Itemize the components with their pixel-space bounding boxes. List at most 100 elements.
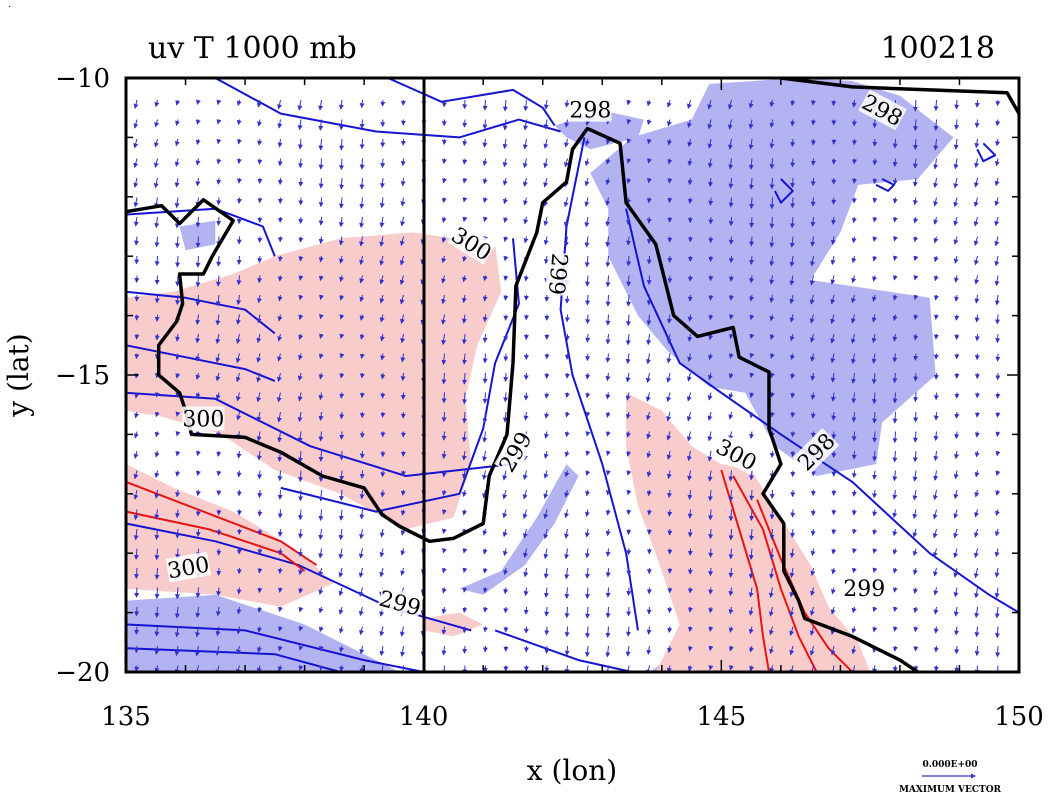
wind-vector [522, 138, 528, 150]
y-tick-label-2: −20 [55, 658, 110, 688]
contour-line-8 [126, 647, 341, 672]
wind-vector [831, 216, 837, 225]
x-tick-label-145: 145 [697, 702, 747, 732]
contour-line-17 [126, 510, 306, 572]
wind-vector [749, 333, 755, 340]
contour-line-9 [280, 238, 520, 513]
wind-vector [154, 548, 160, 561]
wind-vector [318, 177, 324, 189]
wind-vector [646, 626, 652, 635]
wind-vector [666, 119, 672, 127]
wind-vector [318, 119, 324, 131]
wind-vector [522, 489, 528, 500]
wind-vector [687, 119, 692, 129]
wind-vector [708, 606, 714, 614]
wind-vector [584, 197, 590, 207]
wind-vector [441, 255, 447, 264]
wind-vector [564, 119, 570, 128]
wind-vector [851, 509, 857, 516]
wind-vector [503, 567, 509, 576]
wind-vector [216, 470, 222, 477]
wind-vector [933, 138, 939, 151]
wind-vector [667, 509, 673, 517]
wind-vector [502, 138, 508, 150]
wind-vector [461, 314, 467, 324]
wind-vector [482, 158, 488, 167]
wind-vector [359, 372, 365, 379]
wind-vector [872, 431, 878, 443]
wind-vector [441, 353, 447, 366]
wind-vector [298, 216, 304, 225]
contour-line-19 [732, 475, 818, 672]
wind-vector [318, 431, 324, 442]
contour-line-11 [625, 208, 1019, 614]
wind-vector [913, 119, 919, 132]
wind-vector [953, 470, 959, 480]
wind-vector [359, 138, 365, 150]
wind-vector [256, 314, 262, 324]
wind-vector [912, 509, 918, 520]
wind-vector [687, 197, 693, 205]
wind-vector [277, 489, 283, 500]
wind-vector [441, 392, 447, 404]
wind-vector [482, 138, 488, 148]
wind-vector [154, 294, 160, 304]
wind-vector [502, 470, 508, 481]
wind-vector [626, 275, 632, 287]
wind-vector [400, 567, 406, 576]
wind-vector [933, 353, 939, 360]
wind-vector [318, 411, 324, 421]
wind-vector [851, 99, 857, 108]
wind-vector [913, 431, 919, 443]
wind-vector [872, 450, 878, 462]
wind-vector [708, 645, 714, 652]
wind-vector [482, 197, 488, 204]
wind-vector [994, 158, 1000, 167]
wind-vector [872, 177, 878, 185]
wind-vector [215, 314, 221, 326]
wind-vector [400, 177, 406, 187]
wind-vector [318, 138, 324, 151]
wind-vector [994, 294, 1000, 306]
wind-vector [769, 450, 775, 459]
wind-vector [462, 665, 468, 672]
wind-vector [995, 314, 1001, 325]
wind-vector [626, 314, 631, 327]
wind-vector [175, 587, 180, 600]
wind-vector [584, 236, 590, 248]
wind-vector [749, 489, 755, 501]
wind-vector [216, 567, 222, 576]
wind-vector [462, 567, 468, 574]
wind-vector [503, 197, 508, 205]
wind-vector [809, 294, 815, 305]
wind-vector [400, 645, 406, 657]
wind-vector [686, 99, 692, 109]
wind-vector [872, 216, 878, 223]
wind-vector [154, 99, 160, 108]
wind-vector [523, 606, 529, 615]
wind-vector [297, 119, 303, 131]
wind-vector [708, 353, 713, 361]
wind-vector [195, 470, 201, 477]
wind-vector [257, 567, 263, 574]
wind-vector [174, 158, 180, 167]
wind-vector [461, 333, 467, 345]
wind-vector [892, 411, 898, 424]
wind-vector [666, 372, 672, 383]
wind-vector [974, 450, 980, 458]
wind-vector [790, 392, 796, 399]
wind-vector [543, 509, 549, 520]
wind-vector [379, 626, 385, 637]
wind-vector [892, 216, 898, 223]
wind-vector [380, 158, 386, 169]
wind-vector [236, 606, 242, 615]
wind-vector [667, 626, 673, 634]
wind-vector [379, 567, 385, 578]
wind-vector [645, 392, 651, 402]
wind-vector [831, 509, 837, 516]
wind-vector [133, 158, 139, 169]
wind-vector [522, 470, 528, 481]
wind-vector [154, 450, 160, 458]
wind-vector [441, 626, 447, 635]
wind-vector [257, 470, 263, 480]
